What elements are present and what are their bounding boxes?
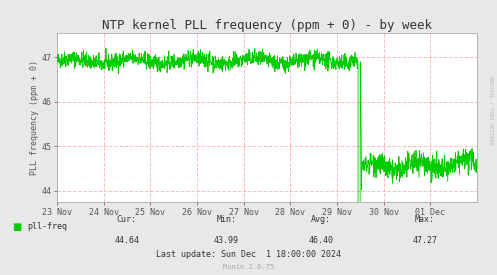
Text: Last update: Sun Dec  1 18:00:00 2024: Last update: Sun Dec 1 18:00:00 2024 <box>156 250 341 259</box>
Text: RRDTOOL / TOBI OETIKER: RRDTOOL / TOBI OETIKER <box>489 76 494 144</box>
Text: Min:: Min: <box>216 216 236 224</box>
Text: 47.27: 47.27 <box>413 236 437 245</box>
Text: ■: ■ <box>12 222 22 232</box>
Text: 43.99: 43.99 <box>214 236 239 245</box>
Text: Munin 2.0.75: Munin 2.0.75 <box>223 264 274 270</box>
Title: NTP kernel PLL frequency (ppm + 0) - by week: NTP kernel PLL frequency (ppm + 0) - by … <box>102 19 432 32</box>
Text: 46.40: 46.40 <box>308 236 333 245</box>
Text: Max:: Max: <box>415 216 435 224</box>
Text: pll-freq: pll-freq <box>27 222 67 231</box>
Text: 44.64: 44.64 <box>114 236 139 245</box>
Text: Avg:: Avg: <box>311 216 331 224</box>
Text: Cur:: Cur: <box>117 216 137 224</box>
Y-axis label: PLL frequency (ppm + 0): PLL frequency (ppm + 0) <box>30 60 39 175</box>
